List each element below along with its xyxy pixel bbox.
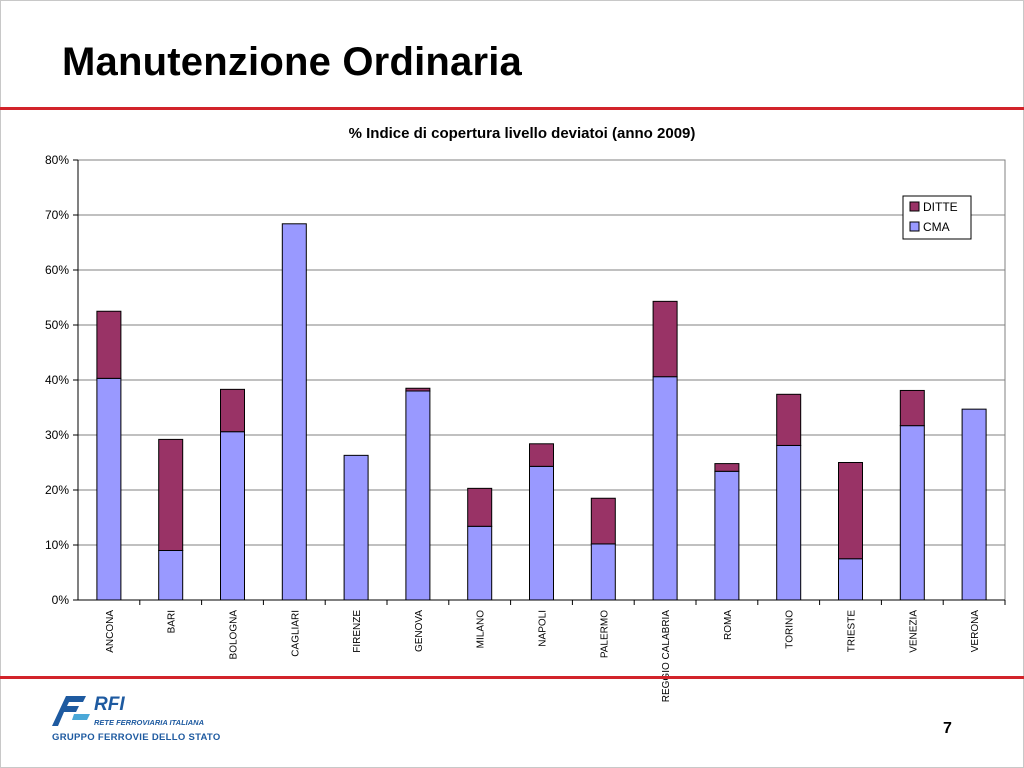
x-tick-label: ANCONA	[105, 610, 116, 653]
bar-cma	[158, 550, 184, 601]
logo-group-name: GRUPPO FERROVIE DELLO STATO	[52, 732, 221, 743]
x-tick-label: VERONA	[970, 610, 981, 653]
y-tick-label: 50%	[45, 318, 69, 332]
fs-logo-icon	[52, 696, 90, 726]
slide-title: Manutenzione Ordinaria	[62, 40, 523, 84]
bar-ditte	[158, 438, 184, 551]
bar-cma	[776, 444, 802, 601]
bar-cma	[714, 470, 740, 601]
y-tick-label: 10%	[45, 538, 69, 552]
bar-cma	[961, 408, 987, 601]
legend-label-cma: CMA	[923, 220, 950, 234]
y-tick-label: 70%	[45, 208, 69, 222]
y-tick-label: 0%	[52, 593, 70, 607]
x-tick-label: VENEZIA	[908, 610, 919, 653]
x-tick-label: BOLOGNA	[229, 610, 240, 660]
legend-swatch-cma	[909, 221, 920, 232]
bar-ditte	[405, 387, 431, 392]
x-tick-label: CAGLIARI	[290, 610, 301, 657]
bar-ditte	[96, 310, 122, 379]
bar-cma	[96, 377, 122, 601]
chart-title: % Indice di copertura livello deviatoi (…	[348, 125, 696, 142]
bar-cma	[467, 525, 493, 601]
bar-ditte	[467, 487, 493, 527]
bar-ditte	[220, 388, 245, 433]
bar-cma	[899, 425, 925, 601]
x-tick-label: GENOVA	[414, 610, 425, 652]
bar-ditte	[776, 393, 802, 446]
x-tick-label: MILANO	[476, 610, 487, 649]
bar-cma	[652, 376, 678, 601]
bar-ditte	[529, 443, 554, 467]
x-tick-label: TORINO	[785, 610, 796, 649]
bar-cma	[838, 558, 863, 601]
x-tick-label: ROMA	[723, 610, 734, 640]
y-tick-label: 30%	[45, 428, 69, 442]
bar-cma	[281, 223, 307, 601]
bar-cma	[343, 454, 369, 601]
top-divider	[0, 107, 1024, 110]
x-tick-label: REGGIO CALABRIA	[661, 610, 672, 703]
bar-ditte	[590, 497, 616, 545]
x-tick-label: FIRENZE	[352, 610, 363, 653]
x-tick-label: TRIESTE	[847, 610, 858, 653]
y-tick-label: 80%	[45, 153, 69, 167]
x-tick-label: NAPOLI	[538, 610, 549, 647]
bar-ditte	[714, 463, 740, 472]
bar-ditte	[838, 462, 863, 560]
bar-ditte	[652, 300, 678, 378]
logo-brand: RFI	[94, 694, 125, 715]
y-tick-label: 60%	[45, 263, 69, 277]
bar-cma	[405, 390, 431, 601]
legend-label-ditte: DITTE	[923, 200, 958, 214]
rfi-logo: RFI RETE FERROVIARIA ITALIANA GRUPPO FER…	[52, 694, 222, 746]
bar-cma	[590, 543, 616, 601]
y-tick-label: 20%	[45, 483, 69, 497]
y-tick-label: 40%	[45, 373, 69, 387]
bar-cma	[220, 431, 245, 601]
bottom-divider	[0, 676, 1024, 679]
bar-cma	[529, 465, 554, 601]
legend-swatch-ditte	[909, 201, 920, 212]
bar-ditte	[899, 389, 925, 427]
x-tick-label: BARI	[167, 610, 178, 633]
page-number: 7	[943, 720, 952, 737]
logo-subtitle: RETE FERROVIARIA ITALIANA	[94, 718, 204, 727]
x-tick-label: PALERMO	[599, 610, 610, 658]
